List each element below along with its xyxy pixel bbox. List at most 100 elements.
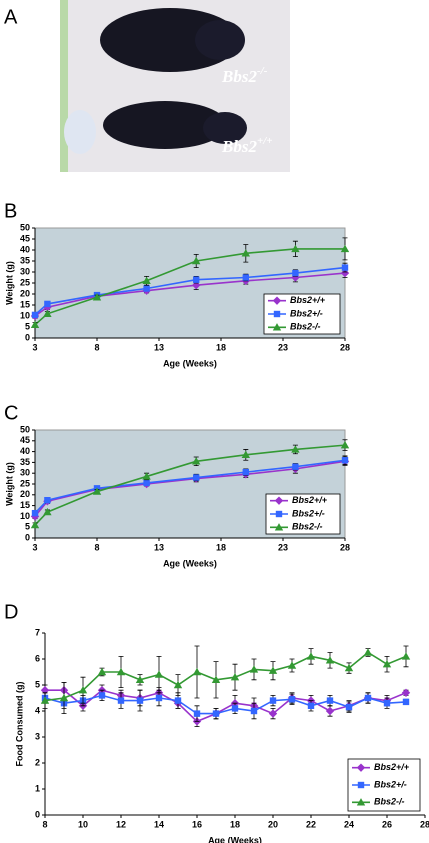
y-tick-label: 25 [20, 277, 30, 287]
marker [43, 309, 52, 317]
marker [292, 463, 299, 470]
marker [44, 300, 51, 308]
y-tick-label: 50 [20, 424, 30, 434]
marker [231, 705, 239, 712]
legend-marker [357, 781, 365, 789]
marker [363, 648, 373, 656]
y-tick-label: 30 [20, 266, 30, 276]
marker [192, 457, 201, 465]
marker [401, 652, 411, 660]
panel-label: C [4, 402, 18, 424]
marker [193, 276, 200, 283]
marker [401, 688, 411, 697]
marker [341, 264, 349, 271]
marker [30, 520, 40, 529]
legend-marker [272, 296, 282, 305]
marker [340, 440, 350, 449]
photo-edge [60, 0, 68, 172]
legend-label: Bbs2+/+ [292, 495, 328, 505]
x-tick-label: 13 [154, 342, 164, 352]
marker [142, 472, 151, 480]
marker [192, 256, 201, 265]
mouse [103, 101, 227, 149]
series-line [44, 651, 407, 702]
y-tick-label: 40 [20, 446, 30, 456]
legend-label: Bbs2-/- [374, 797, 405, 807]
marker [92, 293, 102, 301]
marker [44, 497, 51, 504]
marker [173, 680, 183, 689]
marker [241, 249, 250, 257]
marker [307, 702, 315, 709]
series-line [34, 266, 346, 316]
marker [193, 710, 201, 717]
marker [40, 696, 50, 704]
y-tick-label: 0 [35, 809, 40, 819]
marker [174, 697, 182, 704]
marker [78, 686, 88, 694]
marker [268, 709, 278, 718]
legend-label: Bbs2-/- [290, 322, 321, 332]
y-tick-label: 20 [20, 288, 30, 298]
legend-marker [356, 763, 366, 772]
marker [383, 700, 391, 707]
y-tick-label: 0 [25, 332, 30, 342]
x-tick-label: 8 [42, 819, 47, 829]
marker [325, 706, 335, 716]
y-tick-label: 5 [35, 679, 40, 689]
marker [43, 507, 52, 516]
y-tick-label: 35 [20, 457, 30, 467]
marker [250, 707, 258, 715]
series-line [34, 248, 345, 326]
marker [291, 244, 300, 253]
x-tick-label: 22 [306, 819, 316, 829]
marker [30, 512, 40, 521]
marker [230, 673, 240, 681]
marker [40, 686, 50, 695]
photo-label: Bbs2-/- [221, 65, 268, 86]
y-tick-label: 0 [25, 532, 30, 542]
x-tick-label: 23 [278, 342, 288, 352]
legend-marker [356, 798, 366, 806]
y-tick-label: 45 [20, 435, 30, 445]
x-tick-label: 13 [154, 542, 164, 552]
x-tick-label: 10 [78, 819, 88, 829]
y-axis-label: Weight (g) [4, 462, 14, 506]
legend-marker [272, 323, 282, 331]
marker [242, 274, 249, 281]
y-tick-label: 15 [20, 500, 30, 510]
marker [212, 710, 220, 717]
x-tick-label: 3 [32, 342, 37, 352]
x-tick-label: 28 [420, 819, 429, 829]
legend-marker [275, 510, 283, 518]
series-line [34, 272, 346, 317]
marker [249, 665, 259, 673]
y-tick-label: 3 [35, 731, 40, 741]
marker [291, 445, 300, 453]
series-line [34, 460, 346, 517]
legend-marker [273, 310, 281, 318]
y-tick-label: 1 [35, 783, 40, 793]
legend-label: Bbs2+/+ [374, 762, 410, 772]
y-tick-label: 2 [35, 757, 40, 767]
marker [116, 667, 126, 676]
marker [268, 666, 278, 674]
y-tick-label: 5 [25, 522, 30, 532]
marker [135, 675, 145, 683]
marker [402, 698, 410, 706]
legend-label: Bbs2+/- [374, 779, 407, 789]
panel-label: D [4, 601, 18, 623]
marker [31, 509, 39, 517]
marker [241, 450, 250, 459]
marker [382, 660, 392, 668]
legend-label: Bbs2+/- [292, 508, 325, 518]
marker [98, 692, 106, 699]
marker [242, 468, 249, 476]
marker [143, 479, 150, 487]
legend-label: Bbs2+/+ [290, 295, 326, 305]
marker [344, 663, 354, 672]
marker [192, 667, 202, 676]
panel-label: A [4, 6, 18, 28]
marker [306, 652, 316, 660]
x-axis-label: Age (Weeks) [163, 558, 217, 568]
